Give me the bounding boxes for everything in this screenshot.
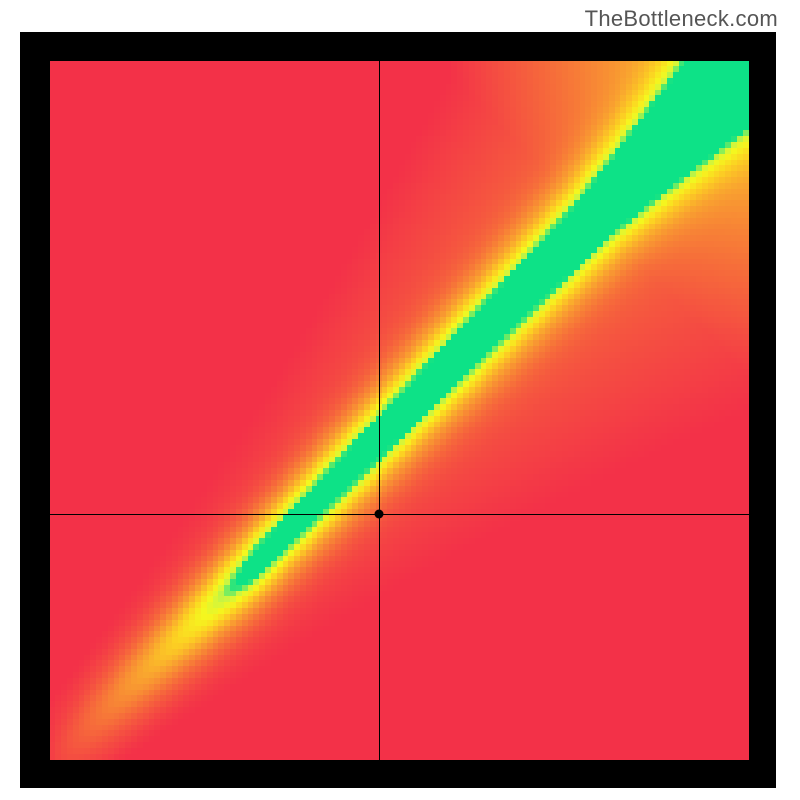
heatmap-canvas: [50, 61, 749, 760]
crosshair-horizontal: [50, 514, 749, 515]
watermark-text: TheBottleneck.com: [585, 6, 778, 32]
crosshair-vertical: [379, 61, 380, 760]
crosshair-marker-dot: [374, 509, 383, 518]
chart-outer-frame: [20, 32, 776, 788]
heatmap-plot-area: [50, 61, 749, 760]
